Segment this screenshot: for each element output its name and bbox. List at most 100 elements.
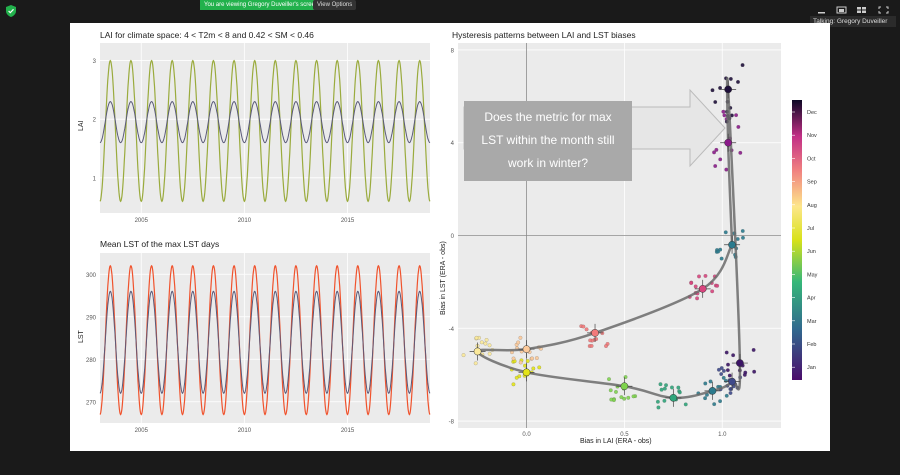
gallery-view-icon[interactable]: [856, 6, 867, 14]
scatter-point: [703, 274, 708, 278]
hyst-y-ticks: -8 -4 0 4 8: [449, 48, 455, 425]
scatter-point: [752, 369, 757, 374]
lai-y-axis-label: LAI: [78, 120, 85, 131]
y-tick-label: -8: [449, 420, 455, 426]
x-tick-label: 0.0: [522, 432, 531, 438]
minimize-icon[interactable]: [816, 6, 827, 14]
lai-x-ticks: 2005 2010 2015: [135, 218, 355, 224]
x-tick-label: 2010: [238, 428, 252, 434]
scatter-point: [712, 402, 717, 407]
series-line: [99, 264, 431, 416]
hyst-y-axis-label: Bias in LST (ERA - obs): [440, 241, 447, 315]
lst-y-axis-label: LST: [78, 329, 85, 343]
shield-icon[interactable]: [4, 4, 18, 18]
scatter-point: [716, 249, 721, 254]
scatter-point: [487, 343, 492, 348]
scatter-point: [474, 335, 479, 340]
scatter-point: [728, 77, 733, 81]
scatter-point: [608, 388, 613, 393]
scatter-point: [724, 393, 729, 398]
scatter-point: [584, 327, 589, 332]
scatter-point: [516, 340, 521, 345]
scatter-point: [718, 86, 722, 90]
scatter-point: [511, 382, 516, 387]
scatter-point: [719, 366, 724, 370]
lst-panel-bg: [100, 253, 430, 423]
colorbar-labels: Dec Nov Oct Sep Aug Jul Jun May Apr Mar Feb Jan: [792, 110, 818, 371]
hyst-panel-title: Hysteresis patterns between LAI and LST …: [452, 30, 636, 40]
y-tick-label: 290: [86, 315, 97, 321]
scatter-point: [484, 338, 489, 342]
scatter-point: [710, 289, 715, 294]
scatter-point: [743, 370, 748, 375]
scatter-point: [683, 402, 688, 407]
scatter-point: [607, 377, 611, 382]
view-options-button[interactable]: View Options: [313, 0, 357, 10]
lai-series: [99, 59, 431, 203]
lst-y-ticks: 270 280 290 300: [86, 273, 97, 407]
speaker-view-icon[interactable]: [836, 6, 847, 14]
meeting-bottom-bar: [0, 451, 900, 475]
colorbar-month-label: Jul: [807, 226, 814, 232]
scatter-point: [741, 235, 745, 240]
scatter-point: [713, 164, 718, 168]
month-mean-point: [736, 359, 744, 367]
scatter-point: [677, 390, 682, 395]
scatter-point: [724, 350, 729, 355]
fullscreen-icon[interactable]: [878, 6, 889, 14]
scatter-point: [656, 405, 661, 410]
month-mean-point: [669, 393, 678, 402]
lai-y-ticks: 1 2 3: [93, 59, 97, 182]
month-mean-point: [728, 240, 736, 249]
month-mean-point: [708, 387, 717, 395]
lai-gridlines: [100, 43, 430, 213]
meeting-top-bar: You are viewing Gregory Duveiller's scre…: [0, 0, 900, 22]
scatter-point: [514, 375, 519, 380]
scatter-point: [655, 399, 660, 404]
scatter-point: [525, 359, 530, 363]
scatter-point: [708, 379, 713, 384]
x-tick-label: 2015: [341, 218, 355, 224]
x-tick-label: 2005: [135, 428, 149, 434]
colorbar-month-label: Aug: [807, 203, 817, 209]
scatter-point: [734, 113, 738, 118]
y-tick-label: -4: [449, 327, 455, 333]
scatter-point: [676, 385, 681, 390]
scatter-point: [727, 373, 732, 378]
scatter-point: [626, 395, 631, 400]
callout-line-3: work in winter?: [507, 156, 588, 170]
hyst-monthly-means: [469, 80, 748, 407]
shared-slide: LAI for climate space: 4 < T2m < 8 and 0…: [70, 23, 830, 451]
series-line: [99, 290, 431, 395]
lst-series: [99, 264, 431, 416]
scatter-point: [518, 360, 523, 365]
y-tick-label: 270: [86, 400, 97, 406]
scatter-point: [713, 100, 718, 104]
scatter-point: [695, 296, 699, 301]
y-tick-label: 0: [451, 234, 455, 240]
y-tick-label: 280: [86, 358, 97, 364]
month-colorbar: [792, 100, 802, 380]
colorbar-month-label: Dec: [807, 110, 817, 116]
scatter-point: [719, 256, 724, 261]
scatter-point: [716, 367, 721, 372]
colorbar-month-label: Apr: [807, 296, 816, 302]
colorbar-month-label: Jan: [807, 365, 816, 371]
lai-panel-bg: [100, 43, 430, 213]
x-tick-label: 1.0: [718, 432, 727, 438]
hyst-x-axis-label: Bias in LAI (ERA - obs): [580, 438, 652, 445]
share-banner: You are viewing Gregory Duveiller's scre…: [200, 0, 323, 10]
scatter-point: [725, 368, 730, 373]
y-tick-label: 2: [93, 118, 97, 124]
scatter-point: [479, 340, 484, 345]
colorbar-month-label: Sep: [807, 180, 817, 186]
talking-indicator: Talking: Gregory Duveiller: [810, 16, 896, 27]
scatter-point: [697, 274, 701, 279]
scatter-point: [588, 338, 593, 343]
scatter-point: [483, 341, 488, 346]
scatter-point: [631, 394, 636, 399]
lst-x-ticks: 2005 2010 2015: [135, 428, 355, 434]
scatter-point: [518, 335, 523, 340]
colorbar-month-label: Nov: [807, 133, 817, 139]
scatter-point: [670, 385, 674, 390]
